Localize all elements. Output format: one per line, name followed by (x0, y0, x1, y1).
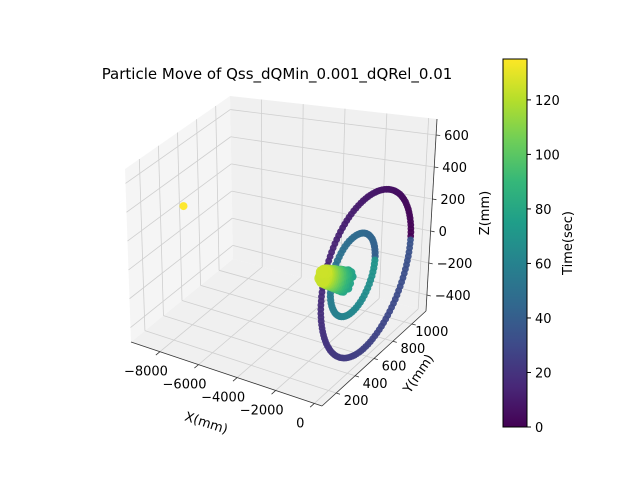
colorbar-tick-label: 0 (535, 421, 543, 436)
z-tick-mark (426, 294, 431, 297)
x-tick-mark (271, 390, 276, 395)
z-tick-label: 400 (442, 161, 467, 176)
data-point (371, 256, 379, 264)
x-axis-line (130, 341, 323, 407)
x-tick-mark (309, 403, 315, 408)
x-tick-mark (194, 364, 199, 369)
grid-z-back (232, 217, 429, 264)
grid-y-floor (144, 330, 337, 394)
y-tick-label: 600 (382, 360, 407, 375)
y-tick-label: 400 (363, 377, 388, 392)
data-points (179, 185, 415, 362)
z-tick-mark (432, 198, 437, 201)
colorbar-tick-label: 20 (535, 366, 552, 381)
grid-z-left (126, 136, 231, 213)
grid-y-floor (218, 269, 412, 325)
colorbar-label: Time(sec) (561, 211, 576, 276)
grid-z-left (128, 190, 232, 271)
z-tick-label: −200 (437, 257, 473, 272)
z-tick-label: 0 (439, 225, 447, 240)
colorbar-tick-label: 100 (535, 148, 560, 163)
colorbar-tick-label: 120 (535, 94, 560, 109)
grid-z-back (230, 136, 435, 168)
colorbar-gradient (502, 58, 528, 428)
grid-z-left (129, 217, 233, 300)
z-tick-label: 600 (444, 129, 469, 144)
z-axis-label: Z(mm) (478, 191, 493, 235)
y-tick-label: 1000 (415, 325, 448, 340)
data-point (407, 236, 414, 244)
z-axis-line (425, 118, 438, 312)
x-axis-label: X(mm) (183, 410, 230, 438)
grid-y-left (196, 119, 201, 286)
x-tick-mark (155, 351, 161, 356)
x-tick-label: −2000 (240, 403, 284, 418)
grid-y-floor (181, 300, 375, 359)
y-tick-mark (354, 375, 360, 378)
grid-y-left (138, 159, 146, 331)
grid-x-back (300, 104, 304, 278)
grid-z-left (125, 109, 231, 184)
z-tick-mark (430, 230, 435, 233)
grid-z-back (230, 109, 437, 136)
chart-title: Particle Move of Qss_dQMin_0.001_dQRel_0… (102, 65, 453, 84)
left-pane (125, 96, 233, 342)
x-tick-label: 0 (296, 416, 304, 431)
x-tick-mark (232, 377, 238, 382)
x-tick-label: −8000 (124, 365, 168, 380)
colorbar: 0 20 40 60 80 100 120 Time(sec) (502, 58, 576, 436)
z-tick-mark (434, 166, 439, 169)
z-tick-mark (428, 262, 433, 265)
colorbar-tick-label: 60 (535, 257, 552, 272)
grid-z-left (130, 245, 234, 328)
grid-x-back (417, 118, 430, 309)
x-tick-label: −6000 (163, 378, 207, 393)
data-point (315, 266, 329, 279)
grid-y-floor (200, 285, 394, 342)
tick-labels: −8000−6000−4000−200002004006008001000−40… (124, 129, 473, 431)
grid-x-back (378, 113, 388, 299)
grid-y-left (158, 145, 164, 316)
y-tick-mark (392, 340, 397, 343)
x-tick-label: −4000 (201, 391, 245, 406)
grid-z-back (231, 190, 431, 232)
y-tick-label: 200 (344, 394, 369, 409)
grid-y-left (177, 132, 183, 301)
colorbar-tick-label: 80 (535, 203, 552, 218)
colorbar-tick-label: 40 (535, 312, 552, 327)
z-tick-label: 200 (440, 193, 465, 208)
grid-x-back (260, 99, 263, 267)
y-tick-mark (373, 358, 378, 361)
z-tick-label: −400 (435, 289, 471, 304)
y-tick-mark (336, 392, 341, 395)
z-tick-mark (436, 134, 441, 136)
grid-y-left (215, 105, 220, 271)
y-tick-mark (411, 323, 416, 326)
data-point (179, 202, 188, 211)
y-tick-label: 800 (400, 342, 425, 357)
grid-z-left (127, 163, 232, 242)
colorbar-ticks: 0 20 40 60 80 100 120 (527, 94, 560, 436)
grid-y-floor (163, 315, 356, 377)
